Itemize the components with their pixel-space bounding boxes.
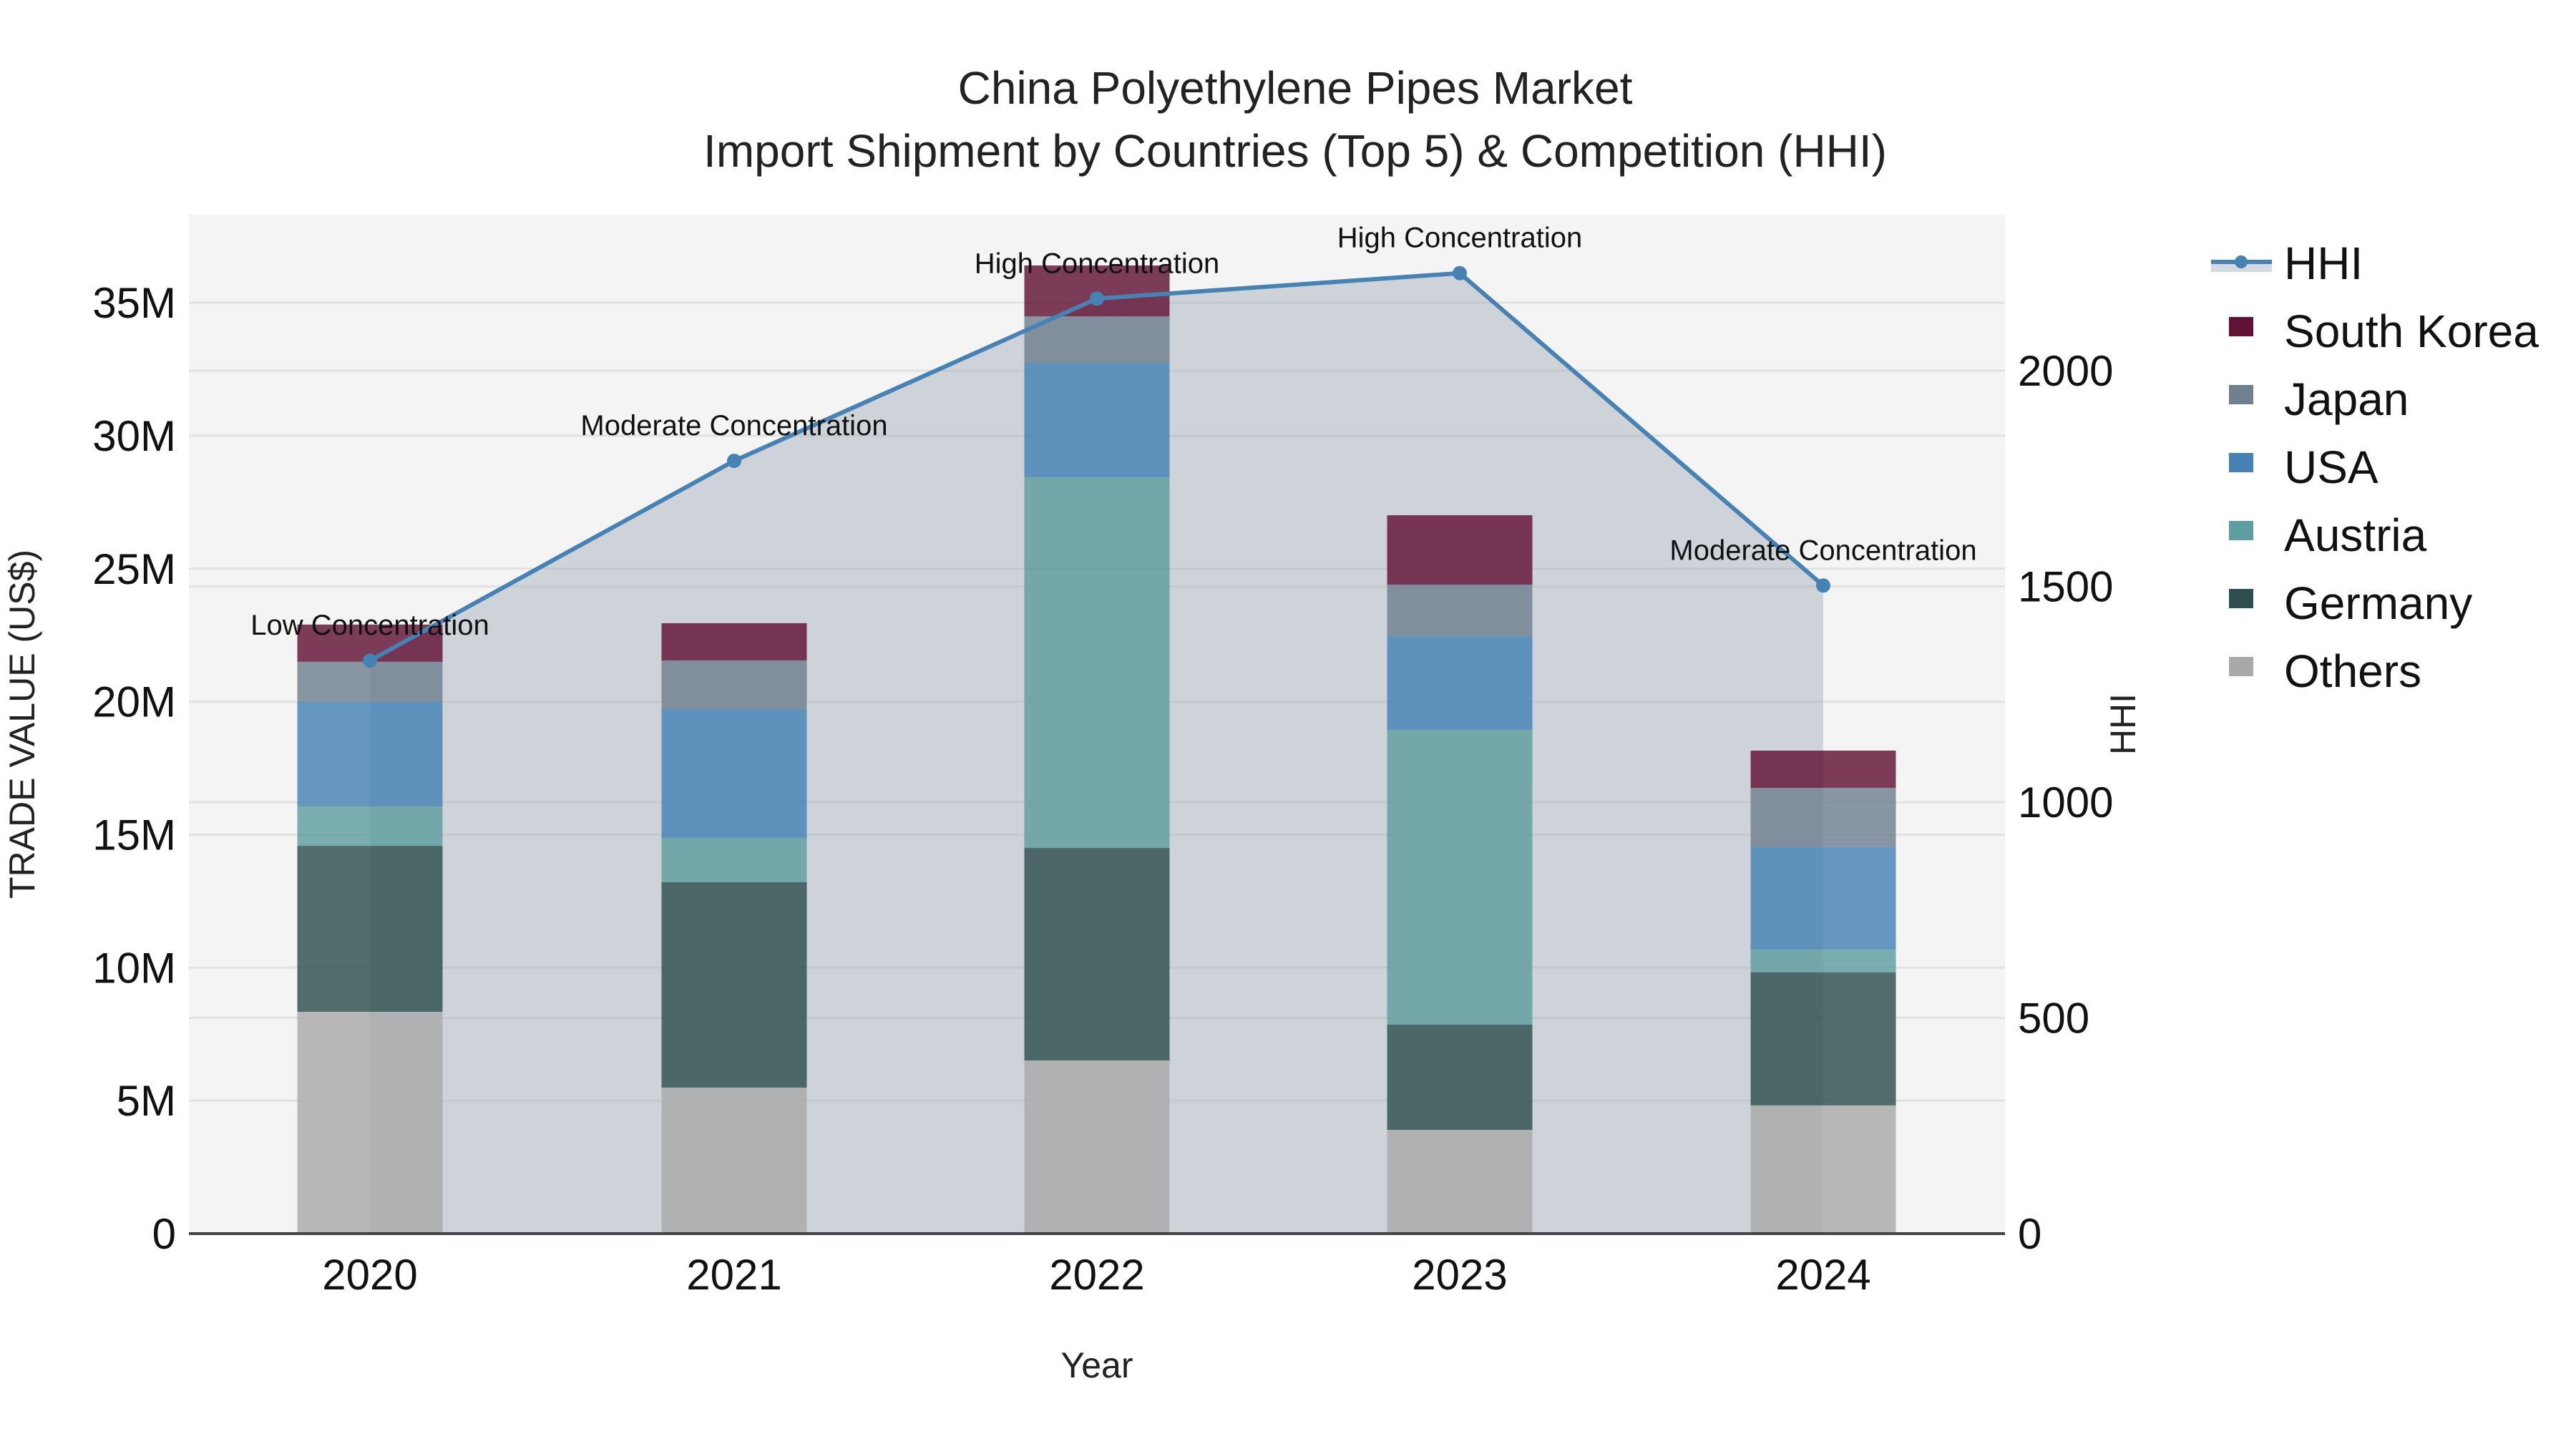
bar-segment-germany[interactable] [1750, 972, 1896, 1106]
right-tick-label: 1500 [2018, 563, 2113, 611]
bar-segment-germany[interactable] [661, 882, 807, 1088]
left-tick-label: 0 [152, 1210, 176, 1258]
legend-item-south-korea[interactable]: South Korea [2229, 306, 2539, 357]
bar-segment-usa[interactable] [1387, 636, 1533, 731]
bar-segment-japan[interactable] [1024, 316, 1170, 364]
legend-label: Japan [2284, 374, 2409, 425]
legend-label: Others [2284, 645, 2421, 697]
left-tick-label: 5M [117, 1077, 176, 1125]
hhi-annotation: Low Concentration [250, 610, 489, 641]
bar-segment-others[interactable] [1387, 1130, 1533, 1234]
bar-segment-japan[interactable] [1387, 585, 1533, 637]
hhi-annotations: Low Concentration Moderate Concentration H… [250, 223, 1976, 641]
hhi-annotation: Moderate Concentration [580, 410, 887, 441]
bar-segment-south-korea[interactable] [1387, 515, 1533, 585]
bar-stack-2022 [1024, 265, 1170, 1234]
legend-item-hhi[interactable]: HHI [2211, 238, 2363, 289]
y-left-axis-title: TRADE VALUE (US$) [2, 550, 42, 899]
legend-marker-icon [2235, 255, 2248, 268]
legend-label: Germany [2284, 577, 2472, 629]
hhi-marker[interactable] [1816, 578, 1830, 593]
legend-swatch-icon [2229, 657, 2253, 676]
right-tick-label: 2000 [2018, 347, 2113, 395]
bar-segment-austria[interactable] [661, 837, 807, 882]
hhi-marker[interactable] [1453, 265, 1467, 280]
bar-stack-2023 [1387, 515, 1533, 1234]
left-tick-label: 30M [92, 412, 176, 460]
right-tick-label: 0 [2018, 1210, 2041, 1258]
hhi-annotation: High Concentration [1337, 223, 1582, 254]
bar-segment-south-korea[interactable] [661, 623, 807, 660]
bar-segment-usa[interactable] [661, 709, 807, 838]
bar-segment-austria[interactable] [1024, 477, 1170, 849]
bar-segment-south-korea[interactable] [1024, 265, 1170, 317]
legend-label: HHI [2284, 238, 2363, 289]
legend-swatch-icon [2229, 317, 2253, 336]
bar-segment-japan[interactable] [1750, 788, 1896, 847]
bar-segment-usa[interactable] [1750, 847, 1896, 950]
legend-item-others[interactable]: Others [2229, 645, 2421, 697]
left-tick-label: 35M [92, 279, 176, 327]
bar-stack-2021 [661, 623, 807, 1234]
x-tick-label: 2024 [1775, 1251, 1870, 1299]
stacked-bars [297, 265, 1896, 1234]
bar-segment-japan[interactable] [297, 661, 443, 702]
chart-title-line1: China Polyethylene Pipes Market [958, 62, 1633, 114]
bar-segment-south-korea[interactable] [1750, 750, 1896, 789]
left-tick-label: 10M [92, 944, 176, 992]
left-tick-label: 25M [92, 545, 176, 593]
bar-segment-usa[interactable] [297, 701, 443, 807]
legend-label: South Korea [2284, 306, 2539, 357]
legend-item-usa[interactable]: USA [2229, 441, 2379, 493]
hhi-annotation: Moderate Concentration [1669, 535, 1976, 566]
right-tick-label: 1000 [2018, 779, 2113, 826]
left-axis-ticks: 0 5M 10M 15M 20M 25M 30M 35M [92, 279, 176, 1258]
legend-label: Austria [2284, 509, 2427, 561]
right-tick-label: 500 [2018, 995, 2089, 1043]
bar-stack-2024 [1750, 750, 1896, 1234]
left-tick-label: 15M [92, 811, 176, 859]
hhi-marker[interactable] [727, 454, 741, 469]
legend-swatch-icon [2229, 453, 2253, 472]
bar-segment-others[interactable] [1750, 1105, 1896, 1234]
x-tick-label: 2023 [1412, 1251, 1507, 1299]
bar-segment-germany[interactable] [297, 846, 443, 1013]
hhi-markers [363, 265, 1830, 668]
legend: HHI South Korea Japan USA Austria Germany Othe… [2211, 238, 2539, 697]
legend-swatch-icon [2229, 589, 2253, 608]
legend-item-japan[interactable]: Japan [2229, 374, 2409, 425]
bar-segment-germany[interactable] [1387, 1024, 1533, 1131]
x-tick-label: 2022 [1049, 1251, 1144, 1299]
hhi-marker[interactable] [363, 653, 377, 668]
hhi-marker[interactable] [1090, 291, 1104, 306]
legend-label: USA [2284, 441, 2379, 493]
bar-segment-japan[interactable] [661, 660, 807, 710]
bar-segment-others[interactable] [1024, 1060, 1170, 1234]
x-tick-label: 2020 [322, 1251, 417, 1299]
bar-segment-others[interactable] [297, 1012, 443, 1234]
left-tick-label: 20M [92, 678, 176, 726]
x-tick-label: 2021 [686, 1251, 781, 1299]
y-right-axis-title: HHI [2103, 693, 2143, 755]
chart-title-line2: Import Shipment by Countries (Top 5) & C… [703, 125, 1887, 177]
bar-segment-others[interactable] [661, 1087, 807, 1234]
bar-segment-usa[interactable] [1024, 363, 1170, 477]
legend-swatch-icon [2229, 385, 2253, 404]
right-axis-ticks: 0 500 1000 1500 2000 [2018, 347, 2113, 1258]
bar-segment-austria[interactable] [1750, 950, 1896, 972]
bar-segment-germany[interactable] [1024, 848, 1170, 1061]
bar-segment-austria[interactable] [297, 806, 443, 847]
x-axis-title: Year [1060, 1345, 1133, 1385]
x-axis-ticks: 2020 2021 2022 2023 2024 [322, 1251, 1870, 1299]
bar-stack-2020 [297, 624, 443, 1234]
legend-item-austria[interactable]: Austria [2229, 509, 2427, 561]
bar-segment-austria[interactable] [1387, 730, 1533, 1025]
legend-swatch-icon [2229, 521, 2253, 540]
hhi-annotation: High Concentration [975, 248, 1219, 279]
legend-item-germany[interactable]: Germany [2229, 577, 2472, 629]
